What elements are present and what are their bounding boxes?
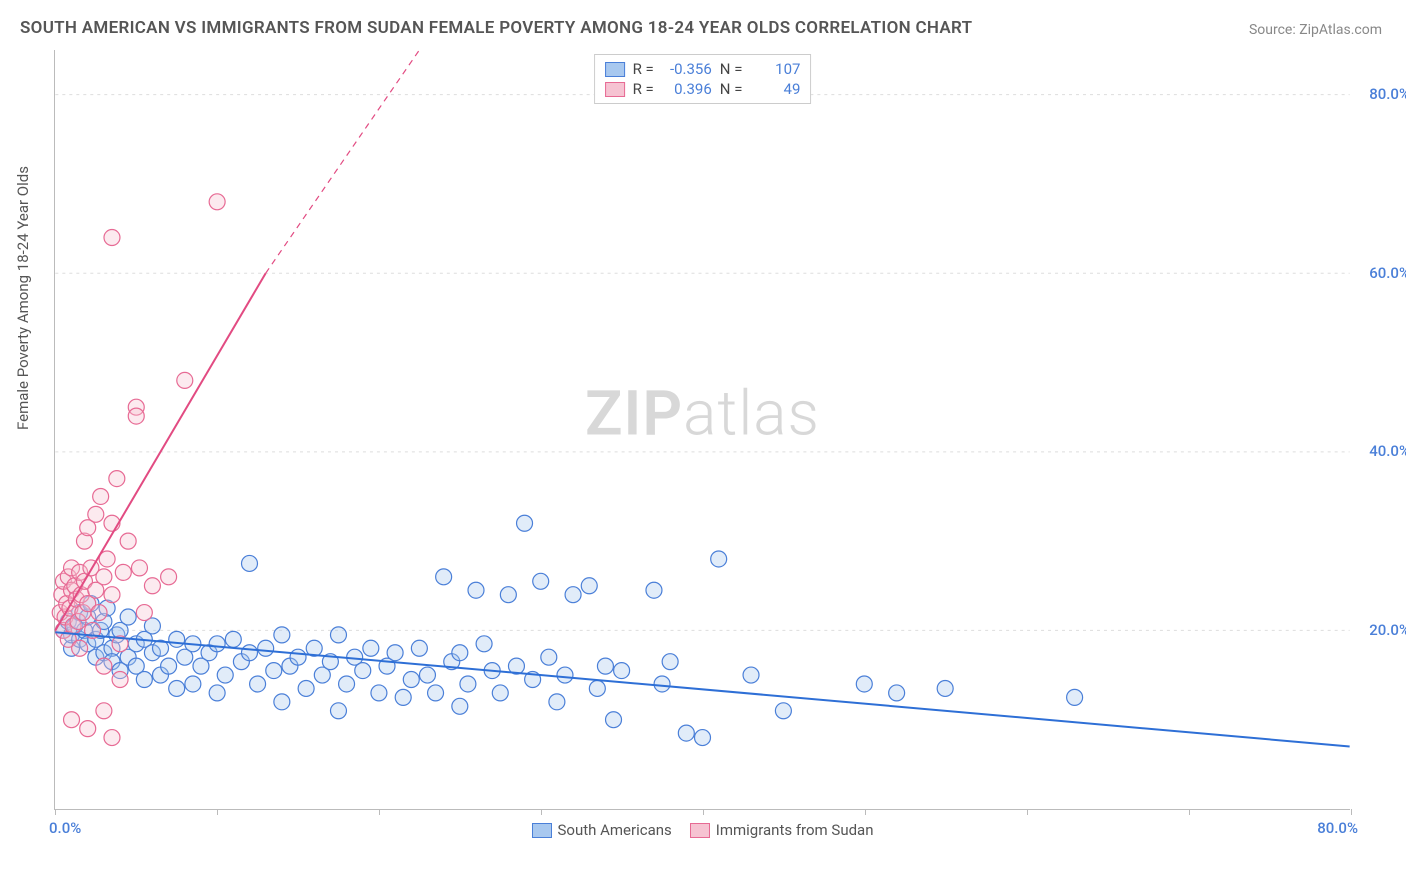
x-axis-min-label: 0.0% xyxy=(49,819,81,837)
x-tick xyxy=(1027,809,1028,815)
r-value-2: 0.396 xyxy=(662,80,712,98)
r-label: R = xyxy=(633,80,654,98)
n-value-2: 49 xyxy=(750,80,800,98)
x-axis-max-label: 80.0% xyxy=(1317,819,1358,837)
y-tick-label: 60.0% xyxy=(1355,264,1406,282)
swatch-series-1-bottom xyxy=(531,823,551,838)
chart-title: SOUTH AMERICAN VS IMMIGRANTS FROM SUDAN … xyxy=(20,18,972,38)
n-label: N = xyxy=(720,80,743,98)
x-tick xyxy=(1189,809,1190,815)
x-tick xyxy=(55,809,56,815)
r-label: R = xyxy=(633,60,654,78)
y-axis-label: Female Poverty Among 18-24 Year Olds xyxy=(14,166,32,430)
legend-item-2: Immigrants from Sudan xyxy=(690,821,874,839)
plot-area: ZIPatlas R = -0.356 N = 107 R = 0.396 N … xyxy=(54,50,1350,810)
x-tick xyxy=(217,809,218,815)
plot-svg xyxy=(55,50,1350,809)
series-2-name: Immigrants from Sudan xyxy=(716,821,874,839)
r-value-1: -0.356 xyxy=(662,60,712,78)
swatch-series-1 xyxy=(605,62,625,77)
correlation-legend: R = -0.356 N = 107 R = 0.396 N = 49 xyxy=(594,54,812,104)
x-tick xyxy=(379,809,380,815)
swatch-series-2-bottom xyxy=(690,823,710,838)
y-tick-label: 40.0% xyxy=(1355,442,1406,460)
y-tick-label: 80.0% xyxy=(1355,85,1406,103)
x-tick xyxy=(865,809,866,815)
n-value-1: 107 xyxy=(750,60,800,78)
legend-row-series-1: R = -0.356 N = 107 xyxy=(605,59,801,79)
source-link[interactable]: ZipAtlas.com xyxy=(1299,22,1382,38)
series-1-name: South Americans xyxy=(557,821,671,839)
source-attribution: Source: ZipAtlas.com xyxy=(1249,22,1382,38)
x-tick xyxy=(541,809,542,815)
legend-item-1: South Americans xyxy=(531,821,671,839)
swatch-series-2 xyxy=(605,82,625,97)
chart-container: SOUTH AMERICAN VS IMMIGRANTS FROM SUDAN … xyxy=(0,0,1406,892)
x-tick xyxy=(1351,809,1352,815)
n-label: N = xyxy=(720,60,743,78)
source-label: Source: xyxy=(1249,22,1296,38)
legend-row-series-2: R = 0.396 N = 49 xyxy=(605,79,801,99)
x-tick xyxy=(703,809,704,815)
y-tick-label: 20.0% xyxy=(1355,621,1406,639)
series-legend: South Americans Immigrants from Sudan xyxy=(531,821,873,839)
